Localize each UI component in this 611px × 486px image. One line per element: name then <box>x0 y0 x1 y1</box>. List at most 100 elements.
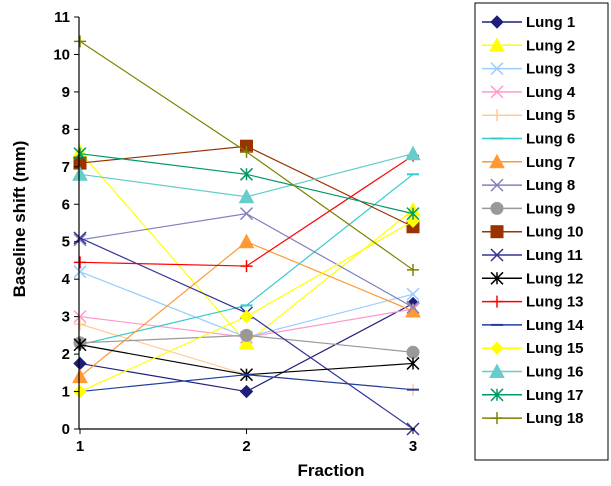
series-8 <box>73 207 420 314</box>
legend-label: Lung 8 <box>526 177 575 194</box>
legend-marker <box>489 153 505 169</box>
series-7 <box>72 233 421 384</box>
legend-item: Lung 18 <box>482 410 584 427</box>
data-point <box>406 207 420 221</box>
data-point <box>74 318 86 331</box>
legend-item: Lung 17 <box>482 387 584 404</box>
legend-item: Lung 16 <box>482 363 584 381</box>
legend-label: Lung 4 <box>526 84 576 101</box>
legend-marker <box>489 37 505 52</box>
y-tick-label: 5 <box>62 234 70 251</box>
legend-marker <box>490 62 504 76</box>
legend-marker <box>490 341 504 355</box>
legend-marker <box>491 109 503 122</box>
legend-marker <box>489 363 505 378</box>
data-point <box>240 260 253 273</box>
legend-label: Lung 17 <box>526 387 584 404</box>
data-point <box>238 188 255 204</box>
data-point <box>406 356 420 370</box>
legend-marker <box>490 388 504 402</box>
y-tick-label: 11 <box>54 9 70 26</box>
legend-item: Lung 13 <box>482 294 584 311</box>
legend-label: Lung 10 <box>526 224 584 241</box>
y-tick-label: 4 <box>62 271 71 288</box>
legend-item: Lung 15 <box>482 340 584 357</box>
legend-item: Lung 12 <box>482 270 584 287</box>
data-point <box>407 263 419 276</box>
legend-label: Lung 15 <box>526 340 584 357</box>
legend-item: Lung 7 <box>482 153 575 171</box>
legend-item: Lung 5 <box>482 107 575 124</box>
legend-label: Lung 14 <box>526 317 584 334</box>
data-point <box>239 167 254 181</box>
y-tick-label: 2 <box>62 346 70 363</box>
legend-marker <box>490 85 504 99</box>
legend-item: Lung 11 <box>482 247 583 264</box>
series-15 <box>73 214 420 399</box>
legend-item: Lung 4 <box>482 84 576 101</box>
x-tick-label: 3 <box>409 438 417 455</box>
y-tick-label: 10 <box>53 46 70 63</box>
y-tick-label: 7 <box>62 159 70 176</box>
legend: Lung 1 Lung 2 Lung 3 Lung 4 Lung 5 Lung 6 Lung… <box>474 2 609 461</box>
data-point <box>73 147 87 161</box>
series-17 <box>73 147 420 221</box>
legend-marker <box>490 201 504 215</box>
data-point <box>74 35 86 48</box>
legend-marker <box>490 225 504 239</box>
data-point <box>73 384 87 399</box>
legend-label: Lung 7 <box>526 154 575 171</box>
legend-marker <box>491 412 503 425</box>
data-point <box>239 384 254 399</box>
series-16 <box>72 145 421 204</box>
y-tick-label: 3 <box>62 309 70 326</box>
legend-label: Lung 13 <box>526 294 584 311</box>
legend-label: Lung 11 <box>526 247 583 264</box>
legend-item: Lung 14 <box>482 317 584 334</box>
x-axis-title: Fraction <box>297 461 364 480</box>
legend-marker <box>491 295 503 308</box>
legend-marker <box>490 248 504 262</box>
legend-label: Lung 16 <box>526 364 584 381</box>
y-axis-title: Baseline shift (mm) <box>10 141 29 298</box>
data-point <box>406 300 420 314</box>
legend-item: Lung 6 <box>482 131 575 148</box>
data-point <box>240 145 253 158</box>
y-tick-label: 8 <box>62 121 70 138</box>
data-point <box>72 368 88 384</box>
data-point <box>73 265 87 279</box>
data-point <box>239 309 254 324</box>
y-tick-label: 0 <box>62 421 70 438</box>
series-1 <box>73 296 420 399</box>
legend-label: Lung 2 <box>526 37 575 54</box>
data-point <box>238 233 255 249</box>
legend-label: Lung 3 <box>526 61 575 78</box>
data-point <box>405 145 421 161</box>
legend-item: Lung 10 <box>482 224 584 241</box>
legend-label: Lung 6 <box>526 131 575 148</box>
legend-item: Lung 1 <box>482 14 575 31</box>
legend-label: Lung 12 <box>526 270 584 287</box>
legend-item: Lung 9 <box>482 200 575 217</box>
x-tick-label: 2 <box>242 438 250 455</box>
data-point <box>406 345 420 359</box>
data-point <box>240 328 253 342</box>
y-tick-label: 6 <box>62 196 70 213</box>
legend-label: Lung 9 <box>526 200 575 217</box>
series-line <box>79 153 414 215</box>
data-point <box>73 233 87 247</box>
data-point <box>74 256 86 269</box>
data-point <box>73 338 87 352</box>
legend-marker <box>490 271 504 285</box>
legend-label: Lung 1 <box>526 14 575 31</box>
data-point <box>73 310 87 324</box>
legend-label: Lung 5 <box>526 107 575 124</box>
y-tick-label: 1 <box>62 384 70 401</box>
plot-area <box>72 35 421 436</box>
data-point <box>239 207 254 221</box>
legend-item: Lung 8 <box>482 177 575 194</box>
series-18 <box>74 35 419 276</box>
data-point <box>406 287 420 301</box>
